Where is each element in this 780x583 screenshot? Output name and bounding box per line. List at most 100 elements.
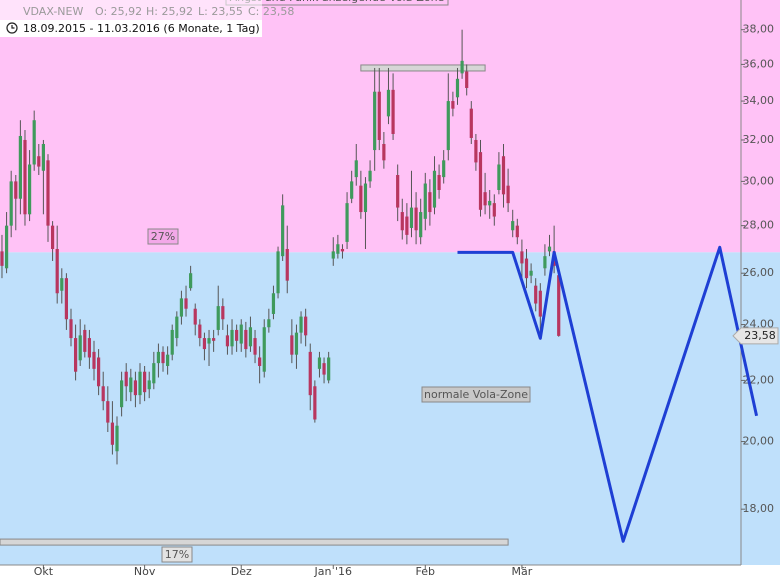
candle-body: [327, 357, 331, 381]
candle-body: [304, 316, 308, 336]
candle-body: [258, 357, 262, 366]
x-tick-label: Mär: [512, 565, 533, 578]
candle-body: [313, 386, 317, 420]
header-bg: [0, 0, 262, 21]
last-price-box: [732, 327, 779, 345]
candle-body: [538, 290, 542, 317]
candle-body: [382, 143, 386, 161]
candle-body: [285, 248, 289, 281]
candle-body: [55, 248, 59, 294]
candle-body: [262, 327, 266, 372]
candle-body: [244, 329, 248, 350]
forecast-line: [457, 245, 759, 543]
candle-body: [115, 425, 119, 452]
last-price-label: 23,58: [744, 329, 776, 342]
candle-body: [9, 181, 13, 226]
candle-body: [152, 363, 156, 384]
y-tick-label: 32,00: [743, 133, 775, 146]
candle-body: [37, 156, 41, 167]
candle-body: [281, 205, 285, 257]
candle-body: [120, 380, 124, 408]
candle-body: [474, 139, 478, 163]
candle-body: [446, 101, 450, 151]
zone: [0, 0, 780, 253]
candle-body: [138, 371, 142, 396]
candle-body: [267, 319, 271, 328]
candle-body: [317, 357, 322, 369]
candle-body: [451, 101, 455, 109]
candle-body: [432, 170, 437, 208]
candle-body: [78, 335, 82, 361]
annotation-box: [147, 228, 179, 245]
candle-body: [133, 380, 138, 396]
y-tick-label: 26,00: [743, 266, 775, 279]
candle-body: [405, 216, 409, 235]
candle-body: [345, 203, 349, 242]
low: L: 23,55: [198, 5, 243, 18]
candle-body: [428, 192, 432, 213]
candle-body: [87, 338, 91, 358]
x-tick-label: Nov: [134, 565, 156, 578]
symbol: VDAX-NEW: [23, 5, 83, 18]
candle-body: [331, 251, 335, 259]
candle-body: [253, 338, 257, 355]
candle-body: [175, 316, 179, 339]
candle-body: [4, 225, 9, 269]
candle-body: [547, 246, 552, 252]
candle-body: [0, 251, 4, 266]
y-tick-label: 18,00: [743, 502, 775, 515]
high: H: 25,92: [146, 5, 193, 18]
candle-body: [129, 377, 133, 393]
candle-body: [442, 160, 446, 178]
zone: [0, 252, 780, 565]
marks: Angst und Panik anzeigende Vola-Zone 27% 1…: [0, 0, 759, 563]
x-tick-label: Feb: [416, 565, 435, 578]
x-tick-label: Dez: [231, 565, 252, 578]
level-bar: [360, 64, 486, 72]
x-tick-label: Jan '16: [314, 565, 352, 578]
candle-body: [221, 306, 225, 320]
candle-body: [14, 181, 18, 199]
header-bg: [0, 20, 262, 37]
candle-body: [299, 316, 303, 333]
candle-body: [156, 351, 161, 364]
candle-body: [354, 160, 358, 178]
candle-body: [18, 135, 22, 199]
candle-body: [41, 143, 45, 171]
candle-body: [147, 380, 151, 390]
candle-body: [391, 89, 395, 134]
candle-body: [198, 324, 202, 339]
annotation: normale Vola-Zone: [424, 388, 528, 401]
candle-body: [230, 329, 234, 347]
y-tick-label: 20,00: [743, 435, 775, 448]
candle-body: [368, 170, 372, 182]
annotation: 17%: [165, 548, 189, 561]
candle-body: [336, 244, 340, 254]
candle-body: [400, 212, 404, 231]
candle-body: [69, 319, 73, 339]
candle-body: [386, 89, 391, 117]
candle-body: [60, 278, 64, 291]
candle-body: [23, 139, 27, 215]
candle-body: [166, 354, 170, 366]
candle-body: [350, 181, 354, 199]
candle-body: [64, 278, 68, 320]
candle-body: [373, 91, 377, 151]
candle-body: [363, 183, 368, 213]
candle-body: [276, 251, 280, 294]
candle-body: [511, 221, 515, 231]
candle-body: [216, 306, 220, 330]
level-bar: [0, 538, 509, 546]
candle-body: [193, 308, 197, 325]
candle-body: [488, 200, 492, 206]
open: O: 25,92: [95, 5, 142, 18]
candle-body: [340, 248, 345, 252]
candle-body: [524, 258, 529, 279]
candle-body: [143, 371, 147, 393]
candle-body: [124, 371, 128, 387]
annotation-box: [225, 0, 449, 6]
annotation: Angst und Panik anzeigende Vola-Zone: [230, 0, 445, 4]
candle-body: [239, 324, 243, 344]
candle-body: [207, 338, 211, 344]
